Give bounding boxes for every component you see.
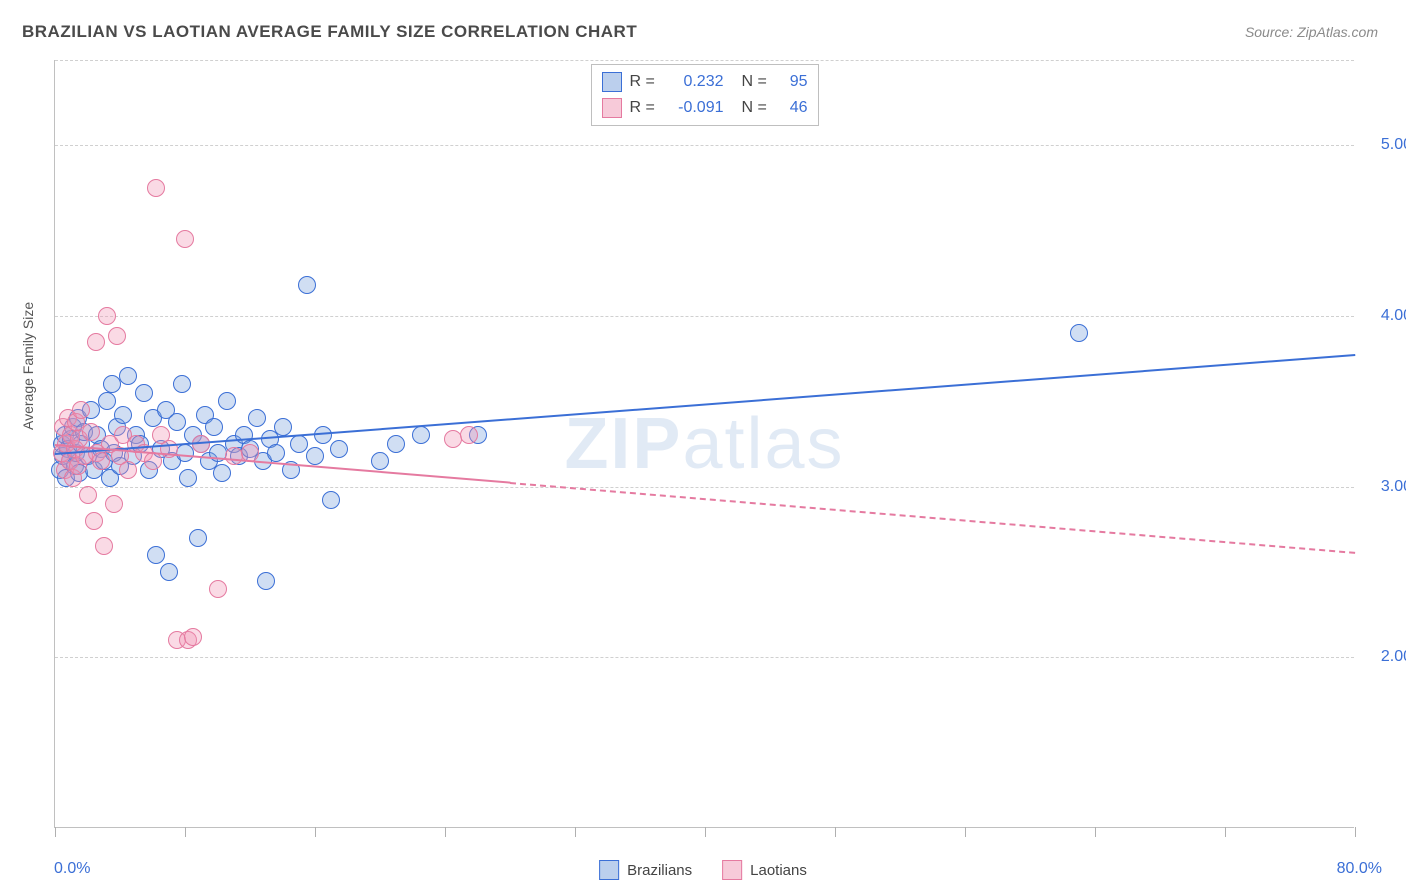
legend-r-label: R =: [630, 69, 658, 95]
data-point: [105, 495, 123, 513]
data-point: [85, 512, 103, 530]
x-tick: [185, 827, 186, 837]
x-axis-start-label: 0.0%: [54, 860, 90, 878]
y-axis-label: Average Family Size: [20, 302, 36, 430]
data-point: [213, 464, 231, 482]
legend-label: Brazilians: [627, 862, 692, 879]
data-point: [314, 426, 332, 444]
data-point: [290, 435, 308, 453]
data-point: [95, 537, 113, 555]
legend-n-value: 95: [778, 69, 808, 95]
data-point: [306, 447, 324, 465]
gridline: [55, 316, 1354, 317]
data-point: [248, 409, 266, 427]
x-tick: [835, 827, 836, 837]
legend-r-value: 0.232: [666, 69, 724, 95]
data-point: [298, 276, 316, 294]
data-point: [79, 486, 97, 504]
data-point: [72, 401, 90, 419]
data-point: [147, 179, 165, 197]
legend-label: Laotians: [750, 862, 807, 879]
correlation-legend: R = 0.232 N = 95 R = -0.091 N = 46: [591, 64, 819, 126]
data-point: [98, 392, 116, 410]
legend-swatch: [602, 72, 622, 92]
data-point: [176, 444, 194, 462]
data-point: [168, 413, 186, 431]
data-point: [218, 392, 236, 410]
data-point: [225, 447, 243, 465]
data-point: [160, 563, 178, 581]
source-attribution: Source: ZipAtlas.com: [1245, 24, 1378, 40]
y-tick-label: 4.00: [1362, 307, 1406, 325]
legend-swatch: [602, 98, 622, 118]
x-tick: [445, 827, 446, 837]
series-legend: Brazilians Laotians: [599, 860, 807, 880]
data-point: [179, 469, 197, 487]
gridline: [55, 487, 1354, 488]
x-tick: [315, 827, 316, 837]
watermark-rest: atlas: [682, 404, 844, 484]
x-axis-end-label: 80.0%: [1337, 860, 1382, 878]
data-point: [119, 461, 137, 479]
legend-row: R = -0.091 N = 46: [602, 95, 808, 121]
gridline: [55, 145, 1354, 146]
legend-r-value: -0.091: [666, 95, 724, 121]
data-point: [92, 452, 110, 470]
x-tick: [575, 827, 576, 837]
data-point: [444, 430, 462, 448]
data-point: [412, 426, 430, 444]
y-tick-label: 5.00: [1362, 136, 1406, 154]
legend-row: R = 0.232 N = 95: [602, 69, 808, 95]
data-point: [257, 572, 275, 590]
gridline: [55, 657, 1354, 658]
legend-swatch: [599, 860, 619, 880]
y-tick-label: 3.00: [1362, 478, 1406, 496]
data-point: [114, 406, 132, 424]
data-point: [1070, 324, 1088, 342]
data-point: [173, 375, 191, 393]
data-point: [103, 375, 121, 393]
legend-swatch: [722, 860, 742, 880]
x-tick: [55, 827, 56, 837]
data-point: [119, 367, 137, 385]
data-point: [108, 327, 126, 345]
data-point: [147, 546, 165, 564]
x-tick: [705, 827, 706, 837]
data-point: [209, 580, 227, 598]
x-tick: [1225, 827, 1226, 837]
chart-title: BRAZILIAN VS LAOTIAN AVERAGE FAMILY SIZE…: [22, 22, 637, 42]
watermark-bold: ZIP: [564, 404, 682, 484]
data-point: [98, 307, 116, 325]
data-point: [205, 418, 223, 436]
data-point: [267, 444, 285, 462]
legend-item: Laotians: [722, 860, 807, 880]
data-point: [330, 440, 348, 458]
data-point: [371, 452, 389, 470]
data-point: [184, 628, 202, 646]
x-tick: [1095, 827, 1096, 837]
x-tick: [1355, 827, 1356, 837]
trend-line: [510, 482, 1355, 554]
legend-n-label: N =: [742, 95, 770, 121]
data-point: [82, 423, 100, 441]
data-point: [189, 529, 207, 547]
watermark: ZIPatlas: [564, 403, 844, 485]
y-tick-label: 2.00: [1362, 648, 1406, 666]
data-point: [135, 384, 153, 402]
data-point: [460, 426, 478, 444]
legend-n-value: 46: [778, 95, 808, 121]
data-point: [274, 418, 292, 436]
gridline: [55, 60, 1354, 61]
trend-line: [55, 354, 1355, 455]
scatter-plot-area: ZIPatlas R =0.232N =95R =-0.091N =46 2.0…: [54, 60, 1354, 828]
data-point: [387, 435, 405, 453]
data-point: [176, 230, 194, 248]
data-point: [87, 333, 105, 351]
legend-n-label: N =: [742, 69, 770, 95]
legend-r-label: R =: [630, 95, 658, 121]
legend-item: Brazilians: [599, 860, 692, 880]
data-point: [144, 452, 162, 470]
x-tick: [965, 827, 966, 837]
data-point: [322, 491, 340, 509]
